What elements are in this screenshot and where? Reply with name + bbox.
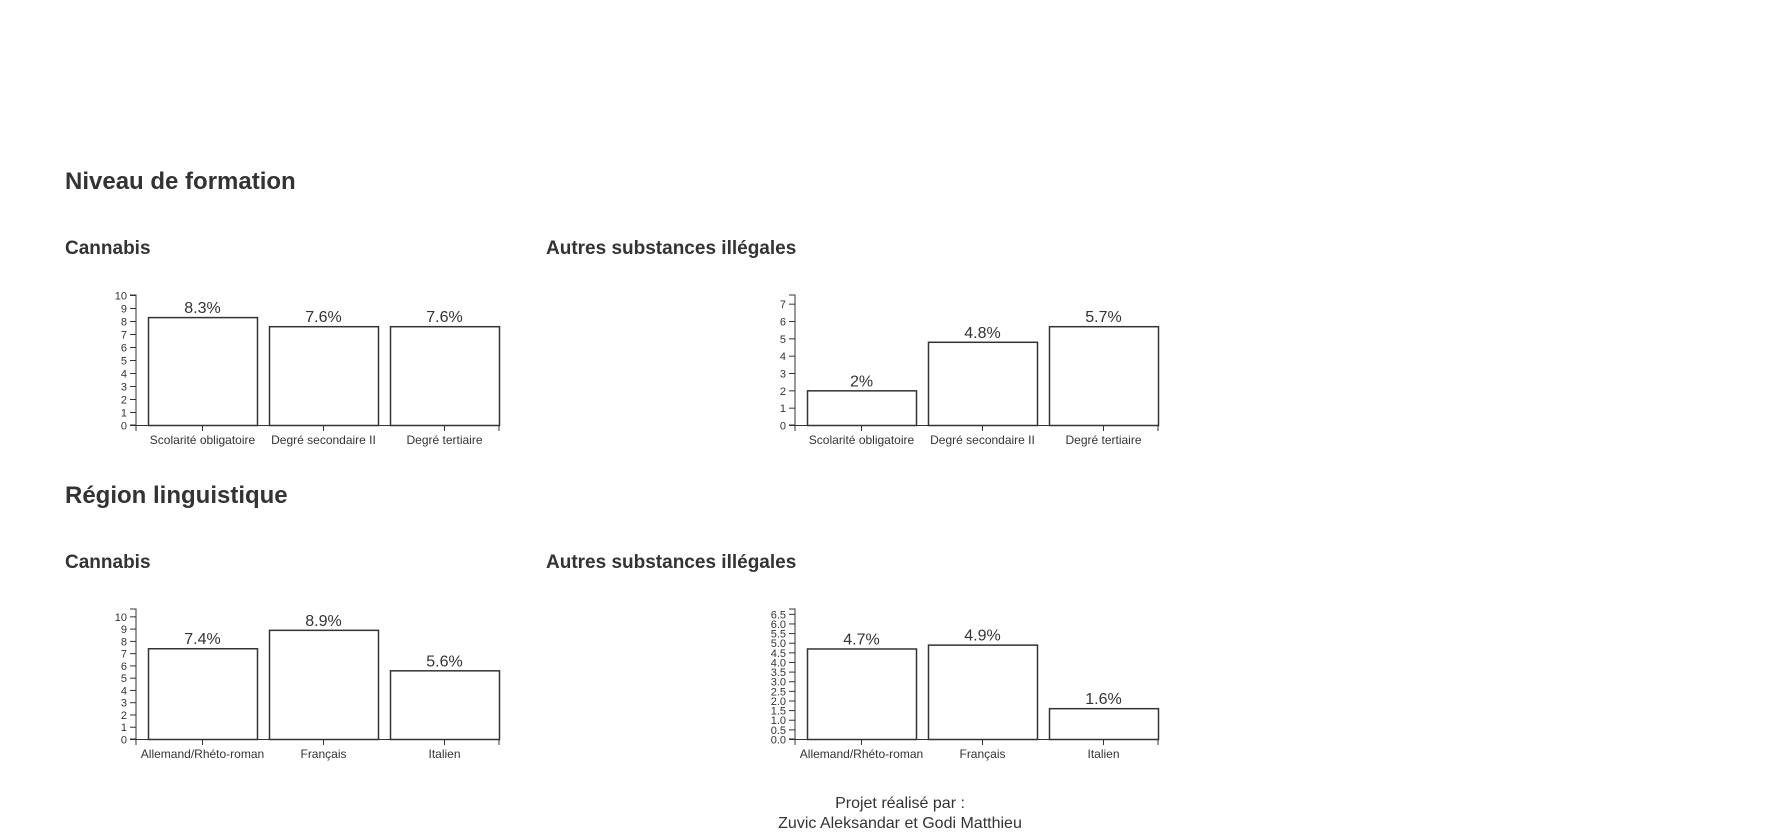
x-tick-label: Degré tertiaire (406, 433, 482, 447)
y-tick-label: 5 (121, 356, 127, 368)
y-tick-label: 6.5 (771, 609, 786, 621)
y-tick-label: 6.0 (771, 619, 786, 631)
y-tick-label: 4.0 (771, 657, 786, 669)
data-label: 7.6% (305, 309, 341, 326)
data-label: 8.9% (305, 613, 341, 630)
data-label: 4.9% (964, 628, 1000, 645)
y-tick-label: 1 (121, 408, 127, 420)
bar (1048, 707, 1160, 741)
bar (268, 325, 380, 427)
x-tick-label: Scolarité obligatoire (809, 433, 915, 447)
bar (147, 647, 259, 741)
y-tick-label: 0 (780, 421, 786, 433)
bar-chart-autres-formation: 0 1 2 3 4 5 6 7 2% Scolarité obligatoire 4.8% Degré… (780, 294, 1160, 447)
data-label: 4.8% (964, 325, 1000, 342)
bar (147, 316, 259, 427)
y-tick-label: 2 (780, 386, 786, 398)
bar (806, 648, 918, 741)
y-tick-label: 2 (121, 395, 127, 407)
y-tick-label: 1.5 (771, 706, 786, 718)
data-label: 2% (850, 373, 873, 390)
bar (1048, 325, 1160, 427)
x-tick-label: Italien (428, 747, 460, 761)
bar (389, 325, 501, 427)
y-tick-label: 3 (121, 382, 127, 394)
y-tick-label: 7 (780, 299, 786, 311)
y-tick-label: 7 (121, 649, 127, 661)
data-label: 7.6% (426, 309, 462, 326)
data-label: 1.6% (1085, 691, 1121, 708)
x-tick-label: Degré secondaire II (271, 433, 376, 447)
chart-title-cannabis-formation: Cannabis (65, 238, 151, 259)
y-tick-label: 1 (121, 722, 127, 734)
footer-line-2: Zuvic Aleksandar et Godi Matthieu (778, 815, 1022, 832)
y-tick-label: 0 (121, 735, 127, 747)
y-tick-label: 6 (780, 317, 786, 329)
x-tick-label: Degré tertiaire (1065, 433, 1141, 447)
x-tick-label: Allemand/Rhéto-roman (141, 747, 264, 761)
data-label: 8.3% (184, 300, 220, 317)
y-tick-label: 3 (121, 698, 127, 710)
y-tick-label: 1.0 (771, 715, 786, 727)
y-tick-label: 4 (121, 369, 127, 381)
y-tick-label: 6 (121, 661, 127, 673)
y-tick-label: 0.5 (771, 725, 786, 737)
y-tick-label: 3 (780, 369, 786, 381)
y-tick-label: 4 (121, 685, 127, 697)
y-tick-label: 4.5 (771, 648, 786, 660)
y-tick-label: 9 (121, 624, 127, 636)
y-tick-label: 8 (121, 636, 127, 648)
y-tick-label: 10 (115, 612, 127, 624)
y-tick-label: 0 (121, 421, 127, 433)
bar (927, 341, 1039, 427)
y-tick-label: 5 (121, 673, 127, 685)
y-tick-label: 0.0 (771, 735, 786, 747)
y-tick-label: 2.5 (771, 686, 786, 698)
footer-line-1: Projet réalisé par : (835, 795, 965, 812)
y-tick-label: 2.0 (771, 696, 786, 708)
y-tick-label: 6 (121, 343, 127, 355)
y-tick-label: 10 (115, 291, 127, 303)
data-label: 7.4% (184, 631, 220, 648)
y-tick-label: 5 (780, 334, 786, 346)
y-tick-label: 8 (121, 317, 127, 329)
bar (806, 390, 918, 427)
data-label: 4.7% (843, 631, 879, 648)
x-tick-label: Italien (1087, 747, 1119, 761)
y-tick-label: 5.0 (771, 638, 786, 650)
chart-title-cannabis-region: Cannabis (65, 552, 151, 573)
bar (268, 629, 380, 741)
x-tick-label: Scolarité obligatoire (150, 433, 256, 447)
section-title-formation: Niveau de formation (65, 168, 296, 195)
y-axis-line (130, 608, 137, 740)
y-axis-line (789, 294, 796, 426)
section-title-region: Région linguistique (65, 482, 288, 509)
y-tick-label: 9 (121, 304, 127, 316)
y-tick-label: 3.5 (771, 667, 786, 679)
data-label: 5.7% (1085, 309, 1121, 326)
chart-title-autres-formation: Autres substances illégales (546, 238, 797, 259)
data-label: 5.6% (426, 653, 462, 670)
y-tick-label: 4 (780, 351, 786, 363)
bar-chart-autres-region: 0.00.51.01.52.02.53.03.54.04.55.05.56.06… (771, 608, 1160, 761)
footer-credits: Projet réalisé par : Zuvic Aleksandar et… (0, 794, 1777, 834)
bar (389, 670, 501, 741)
x-tick-label: Français (300, 747, 346, 761)
y-axis-line (789, 608, 796, 740)
y-tick-label: 1 (780, 403, 786, 415)
bar (927, 644, 1039, 741)
y-tick-label: 5.5 (771, 629, 786, 641)
y-tick-label: 3.0 (771, 677, 786, 689)
x-tick-label: Allemand/Rhéto-roman (800, 747, 923, 761)
y-tick-label: 2 (121, 710, 127, 722)
chart-title-autres-region: Autres substances illégales (546, 552, 797, 573)
x-tick-label: Français (959, 747, 1005, 761)
y-tick-label: 7 (121, 330, 127, 342)
x-tick-label: Degré secondaire II (930, 433, 1035, 447)
